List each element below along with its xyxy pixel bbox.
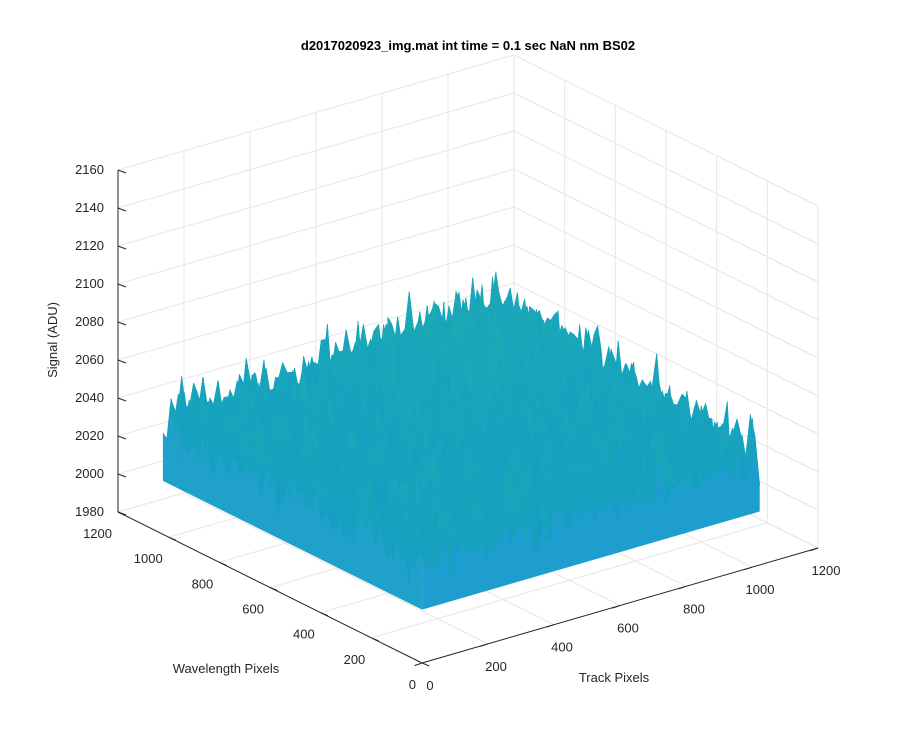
- back-wall-grid-line: [117, 206, 515, 323]
- back-wall-grid-line: [117, 130, 515, 247]
- side-wall-grid-line: [513, 92, 819, 245]
- back-wall-grid-line: [117, 168, 515, 285]
- floor-grid-line: [371, 522, 768, 639]
- side-wall-grid-line: [513, 130, 819, 283]
- side-wall-grid-line: [513, 54, 819, 207]
- back-wall-grid-line: [117, 92, 515, 209]
- surface: [162, 271, 760, 610]
- back-wall-grid-line: [117, 282, 515, 399]
- side-wall-grid-line: [513, 206, 819, 359]
- side-wall-grid-line: [513, 282, 819, 435]
- side-wall-grid-line: [513, 244, 819, 397]
- back-wall-grid-line: [117, 54, 515, 171]
- side-wall-grid-line: [513, 168, 819, 321]
- chart-title: d2017020923_img.mat int time = 0.1 sec N…: [301, 38, 635, 53]
- surface-front-face: [422, 414, 760, 610]
- back-wall-grid-line: [117, 244, 515, 361]
